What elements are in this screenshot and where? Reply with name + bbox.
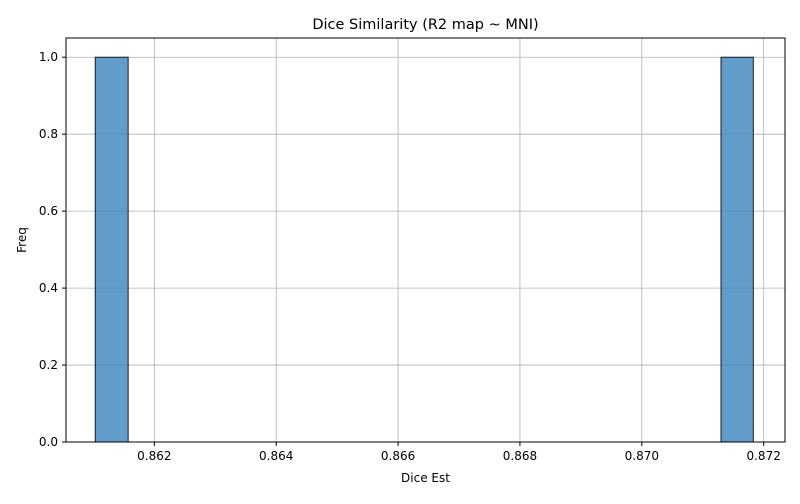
y-tick-label: 0.8 bbox=[39, 127, 58, 141]
x-tick-label: 0.870 bbox=[625, 449, 659, 463]
y-axis-label: Freq bbox=[15, 227, 29, 253]
x-axis-label: Dice Est bbox=[401, 471, 450, 485]
x-tick-label: 0.862 bbox=[137, 449, 171, 463]
grid-layer bbox=[66, 38, 785, 443]
histogram-bar bbox=[720, 56, 754, 443]
bar-layer bbox=[94, 56, 754, 443]
y-tick-label: 0.2 bbox=[39, 358, 58, 372]
y-tick-label: 0.0 bbox=[39, 435, 58, 449]
y-tick-label: 1.0 bbox=[39, 50, 58, 64]
y-tick-label: 0.6 bbox=[39, 204, 58, 218]
tick-layer: 0.862 0.864 0.866 0.868 0.870 0.872 0.0 0.2 0.4 0… bbox=[39, 50, 781, 463]
chart-title: Dice Similarity (R2 map ~ MNI) bbox=[312, 17, 538, 33]
histogram-bar bbox=[94, 56, 129, 443]
x-tick-label: 0.868 bbox=[503, 449, 537, 463]
plot-frame bbox=[65, 37, 786, 443]
x-tick-label: 0.864 bbox=[259, 449, 293, 463]
x-tick-label: 0.866 bbox=[381, 449, 415, 463]
x-tick-label: 0.872 bbox=[746, 449, 780, 463]
y-tick-label: 0.4 bbox=[39, 281, 58, 295]
